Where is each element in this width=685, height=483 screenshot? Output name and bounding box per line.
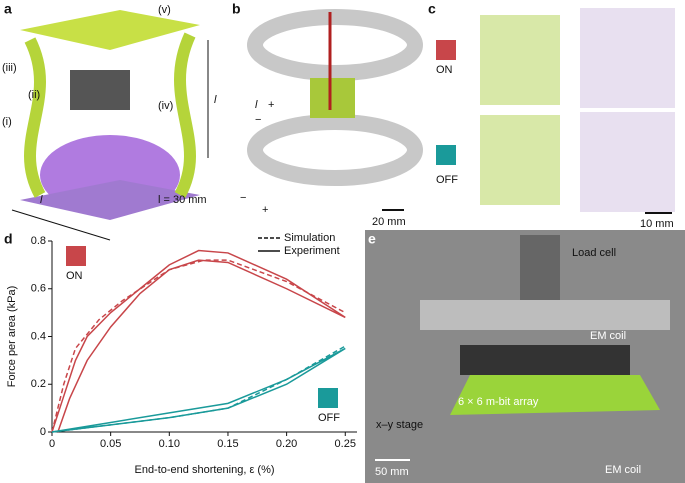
label: EM coil bbox=[605, 464, 641, 476]
state-label: ON bbox=[66, 270, 83, 282]
coil bbox=[460, 345, 630, 375]
label: + bbox=[262, 204, 268, 216]
y-tick-label: 0 bbox=[40, 426, 46, 438]
y-tick-label: 0.8 bbox=[31, 235, 46, 247]
plate bbox=[420, 300, 670, 330]
array bbox=[450, 375, 660, 415]
label: EM coil bbox=[590, 330, 626, 342]
label: Load cell bbox=[572, 247, 616, 259]
legend-label: Simulation bbox=[284, 232, 335, 244]
section-off bbox=[580, 112, 675, 212]
coil bbox=[247, 9, 423, 81]
x-tick-label: 0 bbox=[49, 438, 55, 450]
label: − bbox=[240, 192, 246, 204]
label: (ii) bbox=[28, 89, 40, 101]
scale-label: 20 mm bbox=[372, 216, 406, 228]
unit bbox=[310, 78, 355, 118]
x-tick-label: 0.05 bbox=[100, 438, 121, 450]
unit-off bbox=[480, 115, 560, 205]
x-tick-label: 0.15 bbox=[217, 438, 238, 450]
label: x–y stage bbox=[376, 419, 423, 431]
unit-on bbox=[480, 15, 560, 105]
y-tick-label: 0.6 bbox=[31, 283, 46, 295]
panel-letter: a bbox=[4, 1, 12, 17]
on-box bbox=[436, 40, 456, 60]
label: (iv) bbox=[158, 100, 173, 112]
legend-label: Experiment bbox=[284, 245, 340, 257]
dim-label: l bbox=[40, 194, 43, 206]
x-axis-title: End-to-end shortening, ε (%) bbox=[134, 464, 274, 476]
label: (v) bbox=[158, 4, 171, 16]
scale-label: 50 mm bbox=[375, 466, 409, 478]
panel-c: c ON OFF 10 mm bbox=[428, 1, 675, 230]
dim-line bbox=[11, 209, 111, 241]
line bbox=[51, 345, 346, 433]
panel-letter: e bbox=[368, 231, 376, 247]
state-label: OFF bbox=[436, 174, 458, 186]
panel-letter: c bbox=[428, 1, 436, 17]
label: (iii) bbox=[2, 62, 17, 74]
x-tick-label: 0.25 bbox=[335, 438, 356, 450]
x-tick-label: 0.10 bbox=[159, 438, 180, 450]
state-swatch bbox=[318, 388, 338, 408]
label: + bbox=[268, 99, 274, 111]
state-label: ON bbox=[436, 64, 453, 76]
section-on bbox=[580, 8, 675, 108]
x-tick-label: 0.20 bbox=[276, 438, 297, 450]
panel-letter: b bbox=[232, 1, 241, 17]
state-label: OFF bbox=[318, 412, 340, 424]
panel-b: b l + − − + 20 mm bbox=[232, 1, 423, 228]
line bbox=[51, 259, 346, 433]
label: 6 × 6 m-bit array bbox=[458, 396, 539, 408]
coil bbox=[247, 114, 423, 186]
load-cell bbox=[520, 235, 560, 300]
y-tick-label: 0.4 bbox=[31, 330, 46, 342]
dim-label: l bbox=[214, 94, 217, 106]
y-tick-label: 0.2 bbox=[31, 378, 46, 390]
panel-e: e Load cell EM coil 6 × 6 m-bit array x–… bbox=[365, 230, 685, 483]
core bbox=[70, 70, 130, 110]
label: − bbox=[255, 114, 261, 126]
state-swatch bbox=[66, 246, 86, 266]
off-box bbox=[436, 145, 456, 165]
dim-label: l = 30 mm bbox=[158, 194, 207, 206]
legs bbox=[24, 32, 196, 198]
line bbox=[51, 249, 346, 433]
panel-a: a (v) (iii) (ii) (iv) (i) l l = 30 mm l bbox=[2, 1, 217, 241]
y-axis-title: Force per area (kPa) bbox=[6, 286, 18, 387]
top-plate bbox=[20, 10, 200, 50]
panel-letter: d bbox=[4, 231, 13, 247]
base bbox=[20, 180, 200, 220]
label: l bbox=[255, 99, 258, 111]
scale-label: 10 mm bbox=[640, 218, 674, 230]
line bbox=[51, 347, 346, 433]
label: (i) bbox=[2, 116, 12, 128]
